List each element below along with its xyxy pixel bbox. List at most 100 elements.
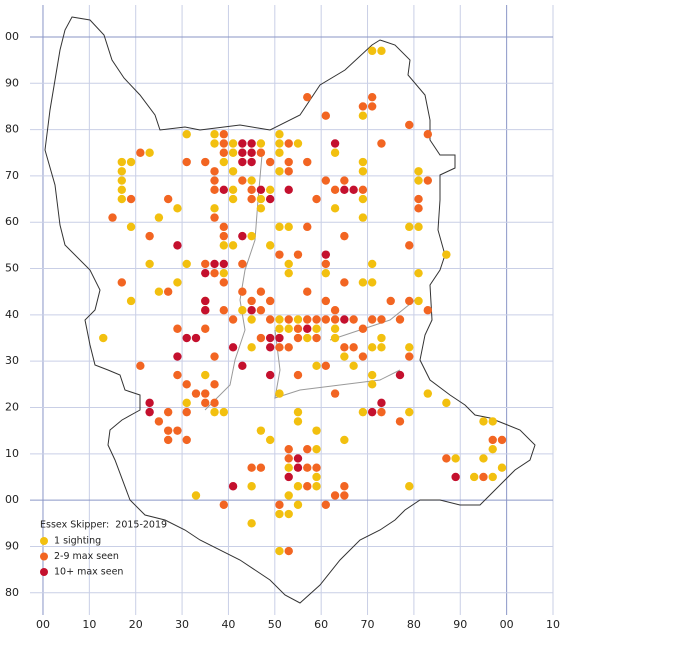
sighting-dot (265, 435, 275, 445)
sighting-dot (330, 389, 340, 398)
sighting-dot (367, 278, 377, 287)
sighting-dot (358, 324, 368, 333)
sighting-dot (136, 148, 145, 157)
x-tick-label: 10 (82, 618, 96, 631)
sighting-dot (275, 343, 284, 352)
sighting-dot (275, 139, 284, 148)
sighting-dot (228, 167, 238, 176)
sighting-dot (330, 306, 340, 315)
sighting-dot (321, 500, 331, 509)
legend-swatch (40, 568, 48, 576)
sighting-dot (321, 176, 331, 185)
sighting-dot (377, 333, 386, 343)
sighting-dot (201, 370, 210, 380)
sighting-dot (145, 398, 154, 408)
legend-label: 1 sighting (54, 536, 101, 547)
sighting-dot (219, 222, 229, 232)
sighting-dot (182, 333, 191, 343)
sighting-dot (312, 463, 321, 472)
sighting-dot (275, 546, 284, 556)
sighting-dot (265, 194, 275, 204)
sighting-dot (303, 92, 312, 102)
sighting-dot (238, 139, 247, 148)
sighting-dot (293, 250, 303, 259)
sighting-dot (312, 444, 321, 454)
y-tick-label: 90 (5, 539, 19, 552)
sighting-dot (108, 213, 117, 222)
sighting-dot (201, 306, 210, 315)
y-tick-label: 50 (5, 262, 19, 275)
sighting-dot (303, 333, 312, 343)
sighting-dot (293, 463, 303, 472)
sighting-dot (284, 167, 293, 176)
sighting-dot (228, 148, 238, 157)
sighting-dot (182, 435, 191, 445)
sighting-dot (275, 389, 284, 398)
sighting-dot (405, 482, 414, 491)
sighting-dot (238, 287, 247, 296)
sighting-dot (173, 352, 182, 361)
legend-swatch (40, 552, 48, 561)
sighting-dot (163, 435, 173, 445)
sighting-dot (126, 222, 136, 232)
sighting-dot (303, 315, 312, 324)
sighting-dot (219, 407, 229, 417)
sighting-dot (247, 148, 256, 157)
sighting-dot (451, 472, 460, 482)
sighting-dot (414, 204, 423, 213)
sighting-dot (284, 444, 293, 454)
sighting-dot (303, 463, 312, 472)
sighting-dot (99, 333, 108, 343)
sighting-dot (256, 287, 266, 296)
sighting-dot (173, 204, 182, 213)
sighting-dot (321, 250, 331, 259)
sighting-dot (247, 176, 256, 185)
sighting-dot (265, 157, 275, 167)
sighting-dot (284, 324, 293, 333)
sighting-dot (284, 268, 293, 278)
sighting-dot (219, 241, 229, 250)
x-tick-label: 30 (175, 618, 189, 631)
sighting-dot (358, 352, 368, 361)
sighting-dot (423, 130, 433, 139)
y-tick-label: 20 (5, 400, 19, 413)
sighting-dot (256, 139, 266, 148)
sighting-dot (340, 482, 349, 491)
sighting-dot (367, 380, 377, 389)
sighting-dot (228, 343, 238, 352)
sighting-dot (210, 139, 219, 148)
sighting-dot (405, 296, 414, 306)
sighting-dot (293, 417, 303, 426)
sighting-dot (228, 315, 238, 324)
sighting-dot (210, 176, 219, 185)
sighting-dot (210, 380, 219, 389)
y-tick-label: 30 (5, 354, 19, 367)
sighting-dot (247, 296, 256, 306)
sighting-dot (367, 46, 377, 56)
sighting-dot (126, 157, 136, 167)
sighting-dot (395, 370, 405, 380)
sighting-dot (275, 315, 284, 324)
sighting-dot (488, 472, 497, 482)
sighting-dot (497, 435, 507, 445)
sighting-dot (358, 194, 368, 204)
sighting-dot (201, 268, 210, 278)
sighting-dot (238, 176, 247, 185)
sighting-dot (173, 324, 182, 333)
sighting-dot (145, 148, 154, 157)
sighting-dot (210, 259, 219, 269)
y-tick-label: 90 (5, 76, 19, 89)
sighting-dot (358, 407, 368, 417)
x-tick-label: 60 (314, 618, 328, 631)
sighting-dot (201, 259, 210, 269)
sighting-dot (321, 111, 331, 120)
sighting-dot (256, 148, 266, 157)
sighting-dot (256, 333, 266, 343)
sighting-dot (358, 111, 368, 120)
sighting-dot (247, 306, 256, 315)
sighting-dot (330, 315, 340, 324)
sighting-dot (497, 463, 507, 472)
sighting-dot (284, 315, 293, 324)
y-tick-label: 00 (5, 30, 19, 43)
